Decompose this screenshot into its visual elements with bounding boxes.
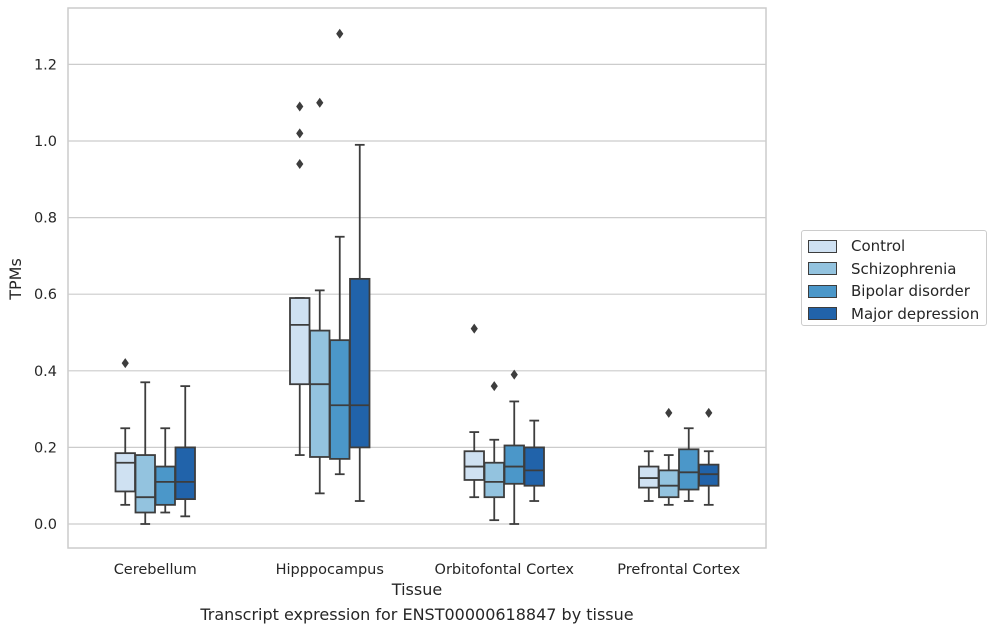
box-2-3 bbox=[523, 419, 545, 502]
box-2-0 bbox=[463, 323, 485, 499]
outlier-point bbox=[121, 358, 129, 369]
box-2-2 bbox=[503, 369, 525, 525]
box-0-3 bbox=[174, 385, 196, 518]
box-1-0 bbox=[289, 101, 311, 456]
legend-label: Major depression bbox=[851, 304, 980, 323]
box-3-1 bbox=[658, 407, 680, 506]
plot-frame bbox=[67, 7, 767, 549]
box-iqr bbox=[309, 329, 331, 458]
y-tick-label: 0.6 bbox=[34, 287, 57, 303]
y-tick-label: 0.4 bbox=[34, 364, 57, 380]
y-axis-label: TPMs bbox=[6, 258, 25, 301]
legend-label: Schizophrenia bbox=[851, 259, 957, 278]
x-tick-label: Prefrontal Cortex bbox=[617, 562, 740, 578]
box-iqr bbox=[349, 277, 371, 449]
outlier-point bbox=[490, 381, 498, 392]
y-tick-label: 0.2 bbox=[34, 440, 57, 456]
legend-item: Schizophrenia bbox=[808, 258, 986, 281]
outlier-point bbox=[336, 28, 344, 39]
outlier-point bbox=[296, 101, 304, 112]
legend-label: Bipolar disorder bbox=[851, 282, 970, 301]
outlier-point bbox=[705, 407, 713, 418]
box-0-1 bbox=[134, 381, 156, 525]
x-tick-label: Cerebellum bbox=[114, 562, 197, 578]
box-0-2 bbox=[154, 427, 176, 514]
legend-item: Major depression bbox=[808, 303, 986, 326]
gridlines bbox=[68, 63, 766, 525]
y-tick-label: 0.0 bbox=[34, 517, 57, 533]
outlier-point bbox=[510, 369, 518, 380]
box-iqr bbox=[154, 465, 176, 506]
outlier-point bbox=[296, 128, 304, 139]
box-3-3 bbox=[698, 407, 720, 506]
outlier-point bbox=[470, 323, 478, 334]
chart-caption: Transcript expression for ENST0000061884… bbox=[200, 605, 634, 624]
x-axis-label: Tissue bbox=[391, 580, 442, 599]
box-iqr bbox=[329, 339, 351, 460]
legend-item: Bipolar disorder bbox=[808, 280, 986, 303]
box-iqr bbox=[114, 452, 136, 493]
box-iqr bbox=[523, 446, 545, 487]
outlier-point bbox=[296, 158, 304, 169]
box-1-1 bbox=[309, 97, 331, 495]
box-2-1 bbox=[483, 381, 505, 522]
box-iqr bbox=[678, 448, 700, 491]
legend-swatch bbox=[808, 262, 837, 276]
legend-swatch bbox=[808, 307, 837, 321]
y-tick-label: 1.2 bbox=[34, 57, 57, 73]
x-tick-label: Orbitofontal Cortex bbox=[435, 562, 575, 578]
x-tick-labels: Cerebellum Hipppocampus Orbitofontal Corte… bbox=[114, 562, 741, 578]
box-iqr bbox=[289, 297, 311, 386]
box-iqr bbox=[638, 465, 660, 489]
box-0-0 bbox=[114, 358, 136, 506]
box-iqr bbox=[503, 444, 525, 485]
box-1-2 bbox=[329, 28, 351, 476]
box-iqr bbox=[658, 469, 680, 499]
legend-swatch bbox=[808, 284, 837, 298]
box-3-0 bbox=[638, 450, 660, 502]
legend-label: Control bbox=[851, 237, 906, 256]
legend: Control Schizophrenia Bipolar disorder Majo… bbox=[801, 230, 987, 326]
legend-swatch bbox=[808, 239, 837, 253]
box-3-2 bbox=[678, 427, 700, 502]
legend-item: Control bbox=[808, 235, 986, 258]
box-iqr bbox=[174, 446, 196, 501]
y-tick-labels: 0.0 0.2 0.4 0.6 0.8 1.0 1.2 bbox=[34, 57, 57, 533]
outlier-point bbox=[316, 97, 324, 108]
y-tick-label: 0.8 bbox=[34, 211, 57, 227]
box-plot-marks bbox=[114, 28, 720, 525]
y-tick-label: 1.0 bbox=[34, 134, 57, 150]
box-iqr bbox=[134, 454, 156, 514]
box-iqr bbox=[483, 461, 505, 499]
x-tick-label: Hipppocampus bbox=[276, 562, 384, 578]
box-1-3 bbox=[349, 143, 371, 502]
outlier-point bbox=[665, 407, 673, 418]
box-iqr bbox=[463, 450, 485, 481]
box-iqr bbox=[698, 463, 720, 487]
